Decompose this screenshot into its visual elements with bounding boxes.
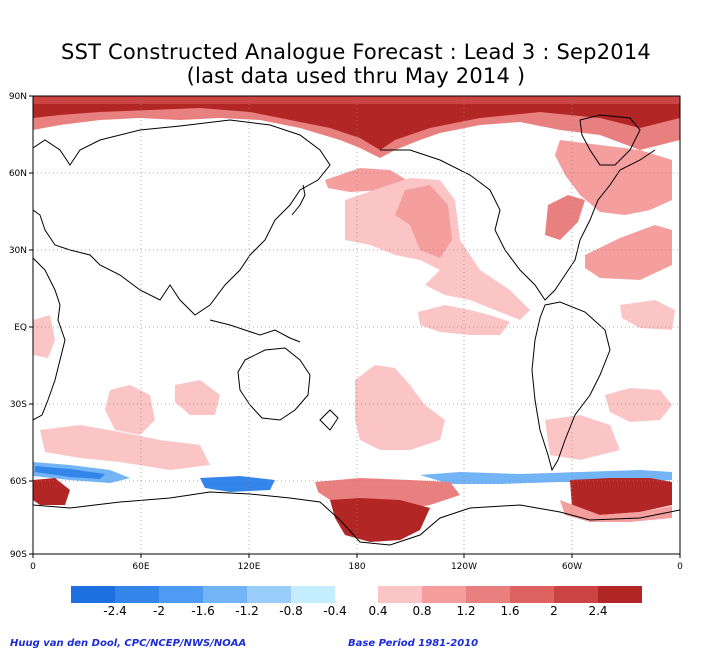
colorbar-swatch-neg-0.8 bbox=[247, 586, 291, 603]
lon-label: 180 bbox=[348, 562, 365, 572]
colorbar-label: -2 bbox=[153, 604, 165, 618]
lon-label: 120W bbox=[451, 562, 477, 572]
colorbar-label: 0.8 bbox=[412, 604, 432, 618]
map-title: SST Constructed Analogue Forecast : Lead… bbox=[61, 40, 651, 64]
colorbar-label: 1.6 bbox=[500, 604, 520, 618]
colorbar-swatch-pos-2.4 bbox=[598, 586, 642, 603]
colorbar-swatch-neg-0.4 bbox=[291, 586, 335, 603]
south-atlantic-warm-anomaly bbox=[605, 388, 672, 422]
graticule bbox=[33, 96, 680, 554]
colorbar-label: -1.2 bbox=[235, 604, 259, 618]
south-pacific-warm-anomaly bbox=[355, 365, 445, 450]
ne-pacific-strong-anomaly bbox=[395, 185, 452, 258]
indian-sector-cold-anomaly bbox=[200, 476, 275, 492]
colorbar-swatch-pos-2 bbox=[554, 586, 598, 603]
colorbar-label: 2 bbox=[550, 604, 558, 618]
colorbar-label: -0.8 bbox=[279, 604, 303, 618]
southern-ocean-cold-core bbox=[35, 466, 105, 479]
colorbar-label: -2.4 bbox=[103, 604, 127, 618]
north-america-coastline bbox=[380, 149, 656, 301]
lon-label: 0 bbox=[30, 562, 36, 572]
colorbar-swatch-neg-1.2 bbox=[203, 586, 247, 603]
lon-label: 60E bbox=[132, 562, 149, 572]
base-period-text: Base Period 1981-2010 bbox=[348, 638, 479, 649]
anomaly-field bbox=[33, 96, 680, 542]
longitude-labels: 0 60E 120E 180 120W 60W 0 bbox=[30, 562, 683, 572]
indonesia-coastline bbox=[209, 319, 301, 343]
map-subtitle: (last data used thru May 2014 ) bbox=[186, 64, 526, 88]
lon-label: 120E bbox=[238, 562, 261, 572]
amundsen-outer-anomaly bbox=[560, 500, 672, 522]
colorbar-swatch-pos-0.8 bbox=[422, 586, 466, 603]
colorbar-swatch-pos-0.4 bbox=[378, 586, 422, 603]
south-indian-warm-anomaly bbox=[175, 380, 220, 415]
latitude-labels: 90N 60N 30N EQ 30S 60S 90S bbox=[9, 92, 27, 560]
colorbar-swatch-pos-1.6 bbox=[510, 586, 554, 603]
africa-coastline bbox=[33, 257, 66, 421]
lat-label: EQ bbox=[14, 323, 27, 333]
lat-label: 30N bbox=[9, 246, 27, 256]
lon-label: 60W bbox=[562, 562, 582, 572]
indian-ocean-warm-anomaly bbox=[105, 385, 155, 435]
lat-label: 90N bbox=[9, 92, 27, 102]
colorbar-swatch-neg-2.4 bbox=[71, 586, 115, 603]
new-zealand-coastline bbox=[319, 409, 339, 431]
gulf-stream-warm-anomaly bbox=[545, 195, 585, 240]
arctic-strong-anomaly bbox=[33, 100, 680, 150]
colorbar-label: -0.4 bbox=[323, 604, 347, 618]
southern-ocean-warm-patch-b bbox=[545, 415, 620, 460]
greenland-coastline bbox=[579, 114, 641, 166]
antarctica-coastline bbox=[33, 491, 680, 546]
tropical-atlantic-warm-anomaly bbox=[620, 300, 675, 330]
lat-label: 60N bbox=[9, 169, 27, 179]
colorbar-label: 2.4 bbox=[588, 604, 608, 618]
subtropical-atlantic-warm-anomaly bbox=[585, 225, 672, 280]
coastlines bbox=[33, 114, 680, 546]
lat-label: 30S bbox=[10, 400, 27, 410]
japan-coastline bbox=[291, 184, 306, 216]
colorbar-label: 0.4 bbox=[368, 604, 388, 618]
southern-ocean-warm-patch-a bbox=[40, 425, 210, 470]
australia-coastline bbox=[237, 347, 311, 421]
colorbar-label: 1.2 bbox=[456, 604, 476, 618]
colorbar-swatch-neg-1.6 bbox=[159, 586, 203, 603]
colorbar-label: -1.6 bbox=[191, 604, 215, 618]
arctic-north-band bbox=[33, 96, 680, 104]
colorbar-swatch-pos-1.2 bbox=[466, 586, 510, 603]
amundsen-warm-anomaly bbox=[570, 478, 672, 515]
equatorial-indian-warm-anomaly bbox=[33, 315, 55, 358]
colorbar bbox=[71, 586, 642, 603]
eurasia-coastline bbox=[33, 119, 331, 316]
credit-text: Huug van den Dool, CPC/NCEP/NWS/NOAA bbox=[10, 638, 247, 649]
axis-ticks bbox=[29, 95, 681, 558]
colorbar-swatch-neg-2 bbox=[115, 586, 159, 603]
lat-label: 60S bbox=[10, 477, 27, 487]
weddell-warm-anomaly bbox=[33, 478, 70, 505]
lon-label: 0 bbox=[677, 562, 683, 572]
ross-sea-strong-anomaly bbox=[330, 498, 430, 542]
lat-label: 90S bbox=[10, 550, 27, 560]
